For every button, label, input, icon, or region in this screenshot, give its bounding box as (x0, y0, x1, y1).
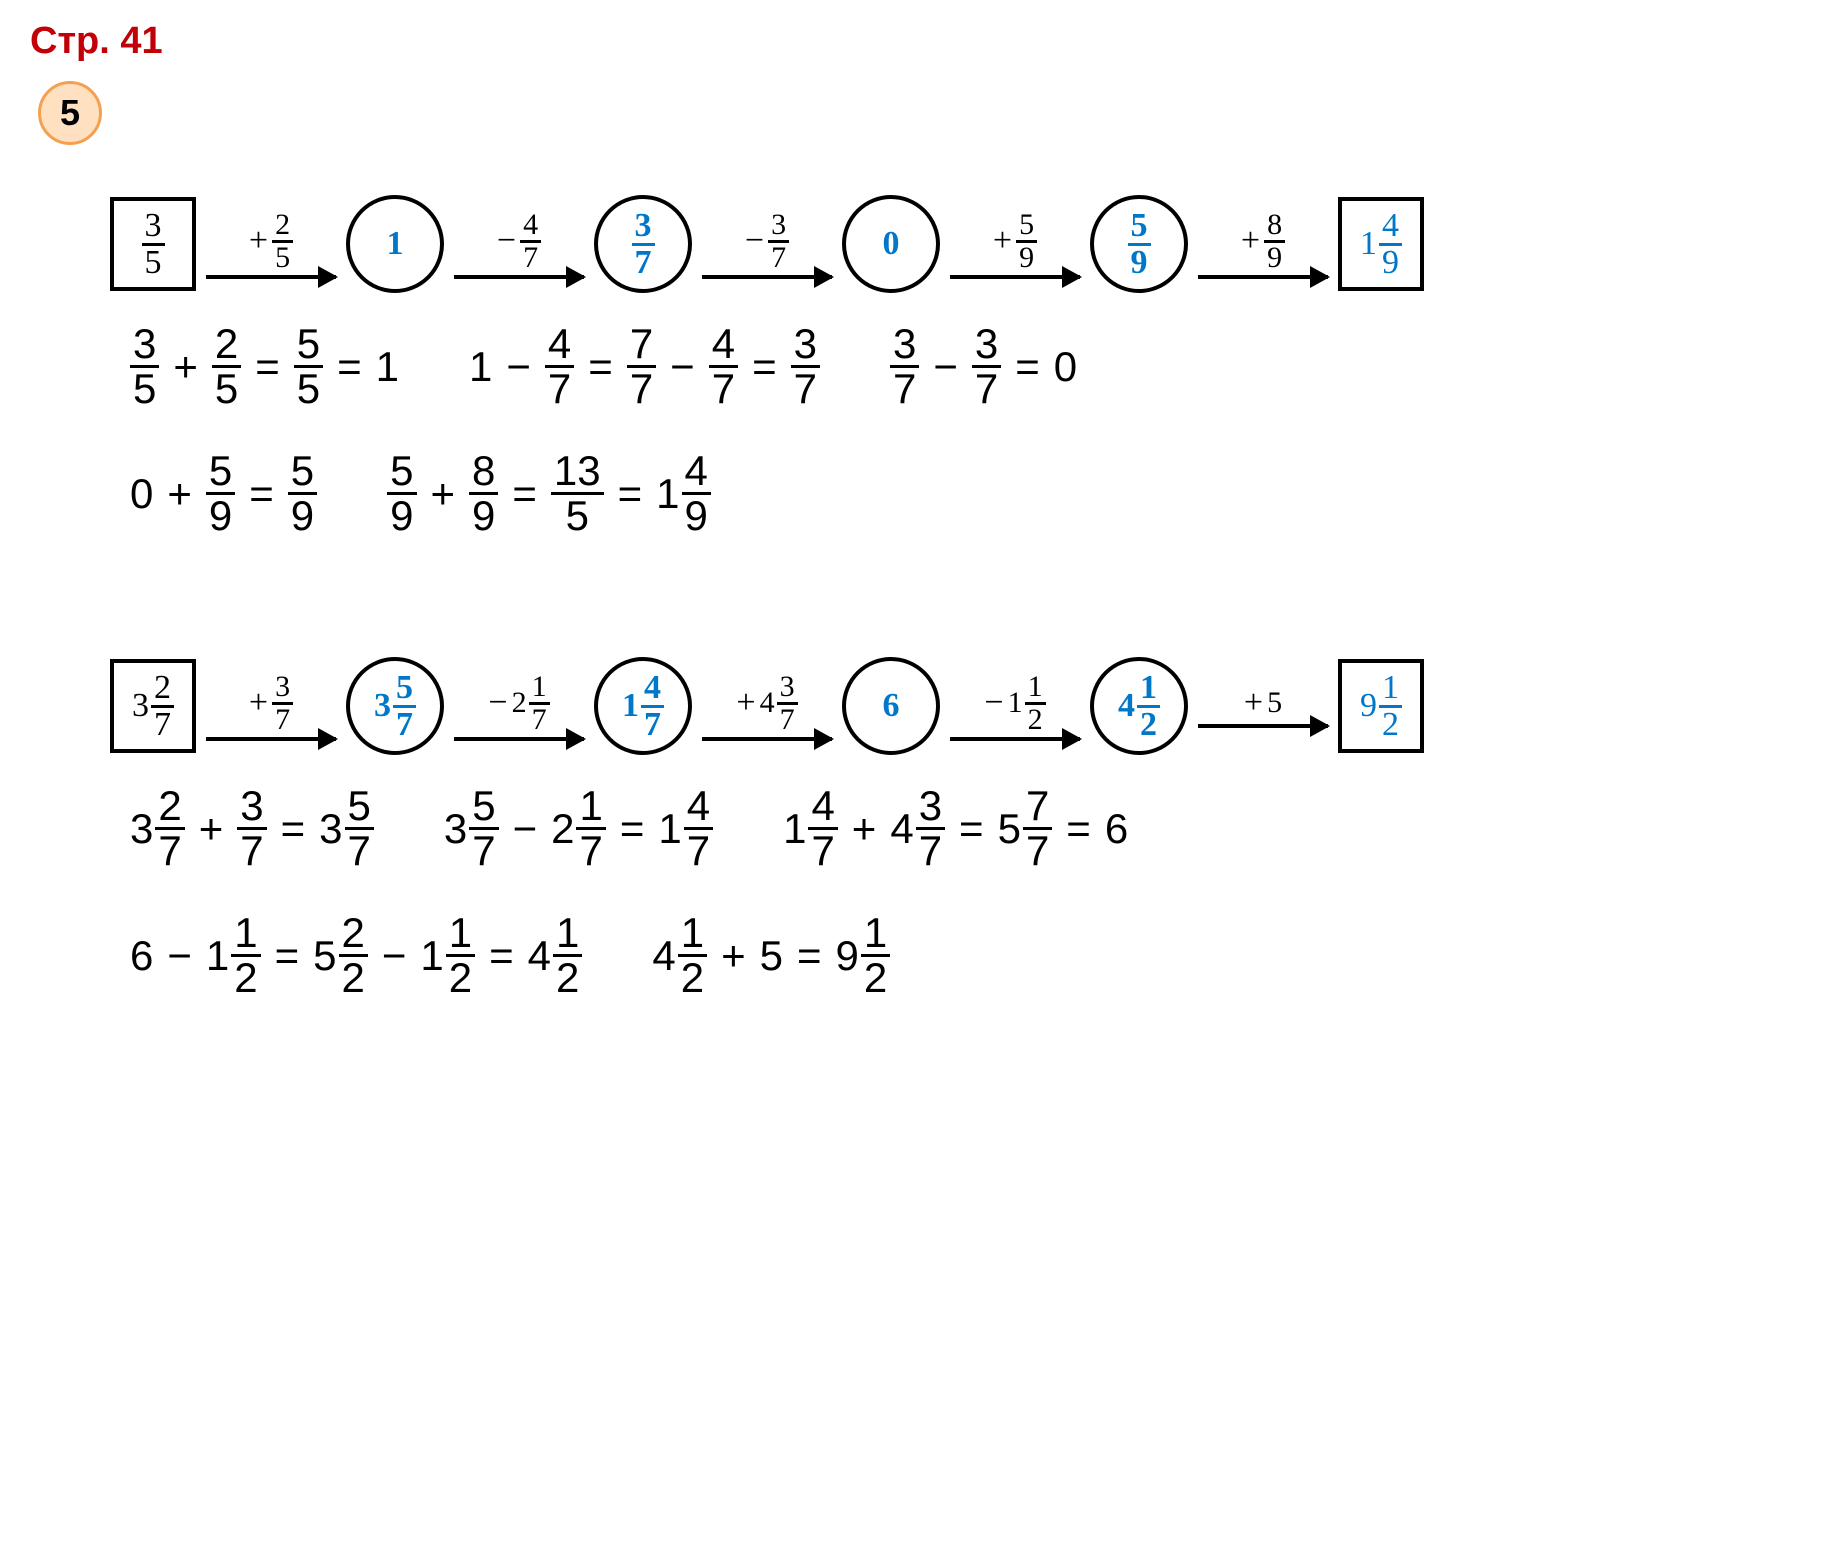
page-title: Стр. 41 (30, 20, 1811, 63)
chain-result-circle: 1 (346, 195, 444, 293)
worked-expression: 412+5=912 (652, 912, 890, 999)
chain-result-circle: 6 (842, 657, 940, 755)
chain-arrow: +5 (1198, 684, 1328, 728)
chain-arrow: +25 (206, 210, 336, 279)
chain-arrow: +59 (950, 210, 1080, 279)
chain-1: 35+251−4737−370+5959+89149 (110, 195, 1811, 293)
problem-number-badge: 5 (38, 81, 102, 145)
chain-result-circle: 37 (594, 195, 692, 293)
worked-solutions-2: 327+37=357 357−217=147 147+437=577=6 6−112=… (130, 785, 1811, 999)
chain-arrow: +89 (1198, 210, 1328, 279)
worked-expression: 147+437=577=6 (783, 785, 1128, 872)
worked-expression: 6−112=522−112=412 (130, 912, 582, 999)
chain-2: 327+37357−217147+4376−112412+5912 (110, 657, 1811, 755)
worked-expression: 59+89=135=149 (387, 450, 711, 537)
chain-result-circle: 412 (1090, 657, 1188, 755)
chain-arrow: −112 (950, 672, 1080, 741)
chain-result-circle: 147 (594, 657, 692, 755)
worked-expression: 0+59=59 (130, 450, 317, 537)
chain-end-box: 912 (1338, 659, 1424, 753)
chain-start-box: 327 (110, 659, 196, 753)
chain-end-box: 149 (1338, 197, 1424, 291)
chain-result-circle: 59 (1090, 195, 1188, 293)
chain-result-circle: 0 (842, 195, 940, 293)
worked-line: 6−112=522−112=412 412+5=912 (130, 912, 1811, 999)
worked-solutions-1: 35+25=55=1 1−47=77−47=37 37−37=0 0+59=59 59+… (130, 323, 1811, 537)
chain-arrow: −217 (454, 672, 584, 741)
chain-arrow: −47 (454, 210, 584, 279)
worked-expression: 37−37=0 (890, 323, 1077, 410)
worked-line: 35+25=55=1 1−47=77−47=37 37−37=0 (130, 323, 1811, 410)
worked-expression: 357−217=147 (444, 785, 713, 872)
worked-line: 0+59=59 59+89=135=149 (130, 450, 1811, 537)
chain-start-box: 35 (110, 197, 196, 291)
chain-arrow: +37 (206, 672, 336, 741)
worked-expression: 1−47=77−47=37 (469, 323, 820, 410)
chain-arrow: −37 (702, 210, 832, 279)
worked-expression: 327+37=357 (130, 785, 374, 872)
worked-line: 327+37=357 357−217=147 147+437=577=6 (130, 785, 1811, 872)
worked-expression: 35+25=55=1 (130, 323, 399, 410)
chain-result-circle: 357 (346, 657, 444, 755)
chain-arrow: +437 (702, 672, 832, 741)
